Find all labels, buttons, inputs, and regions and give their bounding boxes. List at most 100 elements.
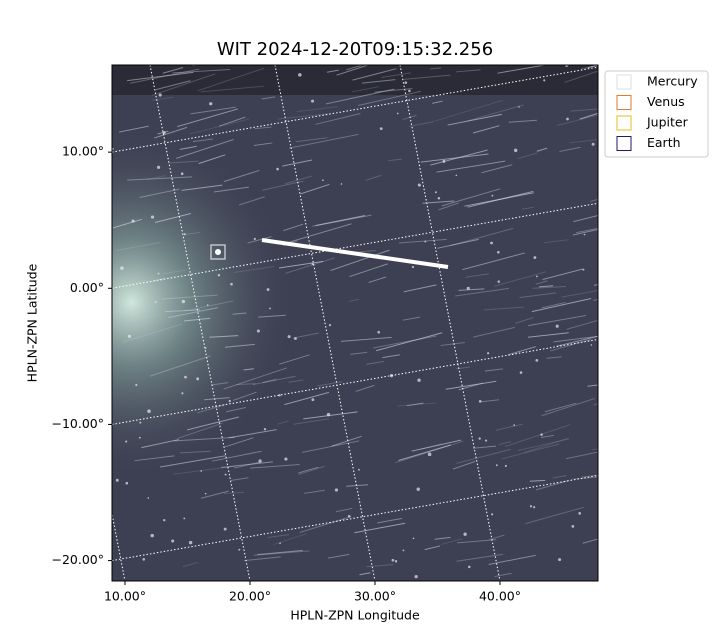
star-streak [368,276,387,284]
planet-marker [210,244,226,260]
star-streak [115,241,161,252]
star [417,378,421,382]
star-streak [438,202,459,211]
star-streak [152,278,164,282]
star-streak [411,439,462,452]
star-streak [452,460,476,470]
star-streak [317,381,343,387]
star-streak [517,438,570,452]
star [287,335,291,339]
star [434,191,437,194]
star-streak [565,451,598,460]
star-streak [403,284,437,293]
star-streak [261,96,276,100]
star [266,288,270,292]
star-streak [167,307,218,319]
star-streak [587,384,598,387]
star-streak [579,112,598,120]
star [278,394,281,397]
star-streak [529,479,546,482]
star [411,265,415,269]
star-streak [532,285,566,289]
star [491,513,494,516]
star-streak [505,424,571,448]
star-streak [267,534,290,539]
star-streak [546,356,562,359]
star-streak [455,287,509,297]
star-streak [197,67,265,92]
star [533,506,536,509]
star-streak [382,354,400,359]
star-streak [493,271,547,287]
star [230,282,233,286]
star [256,329,260,333]
x-tick-label: 30.00° [354,589,396,604]
star-streak [277,113,329,120]
star [533,256,537,259]
star-streak [289,133,359,149]
star-streak [223,367,288,390]
star [298,73,302,77]
star [200,470,203,472]
star-streak [152,73,216,96]
star [340,183,343,185]
star-streak [440,538,463,546]
planet [215,249,221,255]
star-streak [250,464,300,469]
star-streak [581,474,598,478]
star [158,93,162,97]
star-streak [374,87,413,93]
star [156,165,161,169]
star-streak [209,335,239,338]
star [154,301,157,303]
star [590,344,593,346]
star-streak [398,444,451,461]
star-streak [282,159,313,167]
star [404,81,408,84]
star-streak [472,125,500,134]
star [427,452,432,457]
star-streak [455,69,481,73]
star-streak [244,556,281,562]
star [162,131,166,135]
star [518,106,520,108]
legend-label: Earth [647,135,681,150]
star-streak [515,317,534,324]
star-streak [349,263,388,278]
star [402,549,405,552]
star-streak [564,70,598,83]
star-streak [422,200,455,204]
star-streak [572,229,598,236]
star [334,488,339,492]
star [437,196,441,200]
star-streak [335,507,353,513]
star-streak [192,138,213,143]
star-streak [315,112,361,125]
star [347,514,351,518]
star [311,99,315,103]
star [184,375,187,379]
y-tick-label: −10.00° [51,416,104,431]
star-streak [402,316,420,321]
star [491,194,494,197]
star-streak [223,491,244,495]
star [583,233,586,236]
star-streak [225,437,254,448]
star-streak [127,71,194,82]
star-streak [406,402,424,407]
star-streak [456,448,511,464]
star-streak [464,192,534,207]
star-streak [473,326,515,338]
legend-box [604,70,709,158]
star-streak [544,402,577,413]
star-streak [366,564,394,568]
star-streak [277,420,289,425]
star-streak [569,139,598,144]
star-streak [176,138,234,159]
star [478,437,481,440]
star-streak [162,67,184,74]
star-streak [488,554,536,565]
star-streak [113,304,146,313]
star-streak [285,257,335,274]
star [311,262,314,266]
